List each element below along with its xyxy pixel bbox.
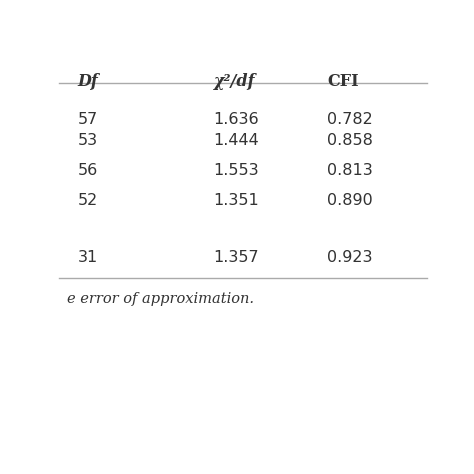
- Text: 1.636: 1.636: [213, 112, 259, 128]
- Text: 56: 56: [78, 163, 98, 178]
- Text: e error of approximation.: e error of approximation.: [66, 292, 254, 306]
- Text: 1.351: 1.351: [213, 192, 259, 208]
- Text: χ²/df: χ²/df: [213, 73, 255, 91]
- Text: 0.890: 0.890: [328, 192, 373, 208]
- Text: Df: Df: [78, 73, 99, 91]
- Text: 0.813: 0.813: [328, 163, 373, 178]
- Text: 1.357: 1.357: [213, 250, 259, 265]
- Text: CFI: CFI: [328, 73, 359, 91]
- Text: 0.923: 0.923: [328, 250, 373, 265]
- Text: 53: 53: [78, 133, 98, 148]
- Text: 31: 31: [78, 250, 98, 265]
- Text: 52: 52: [78, 192, 98, 208]
- Text: 0.858: 0.858: [328, 133, 374, 148]
- Text: 57: 57: [78, 112, 98, 128]
- Text: 1.553: 1.553: [213, 163, 259, 178]
- Text: 1.444: 1.444: [213, 133, 259, 148]
- Text: 0.782: 0.782: [328, 112, 373, 128]
